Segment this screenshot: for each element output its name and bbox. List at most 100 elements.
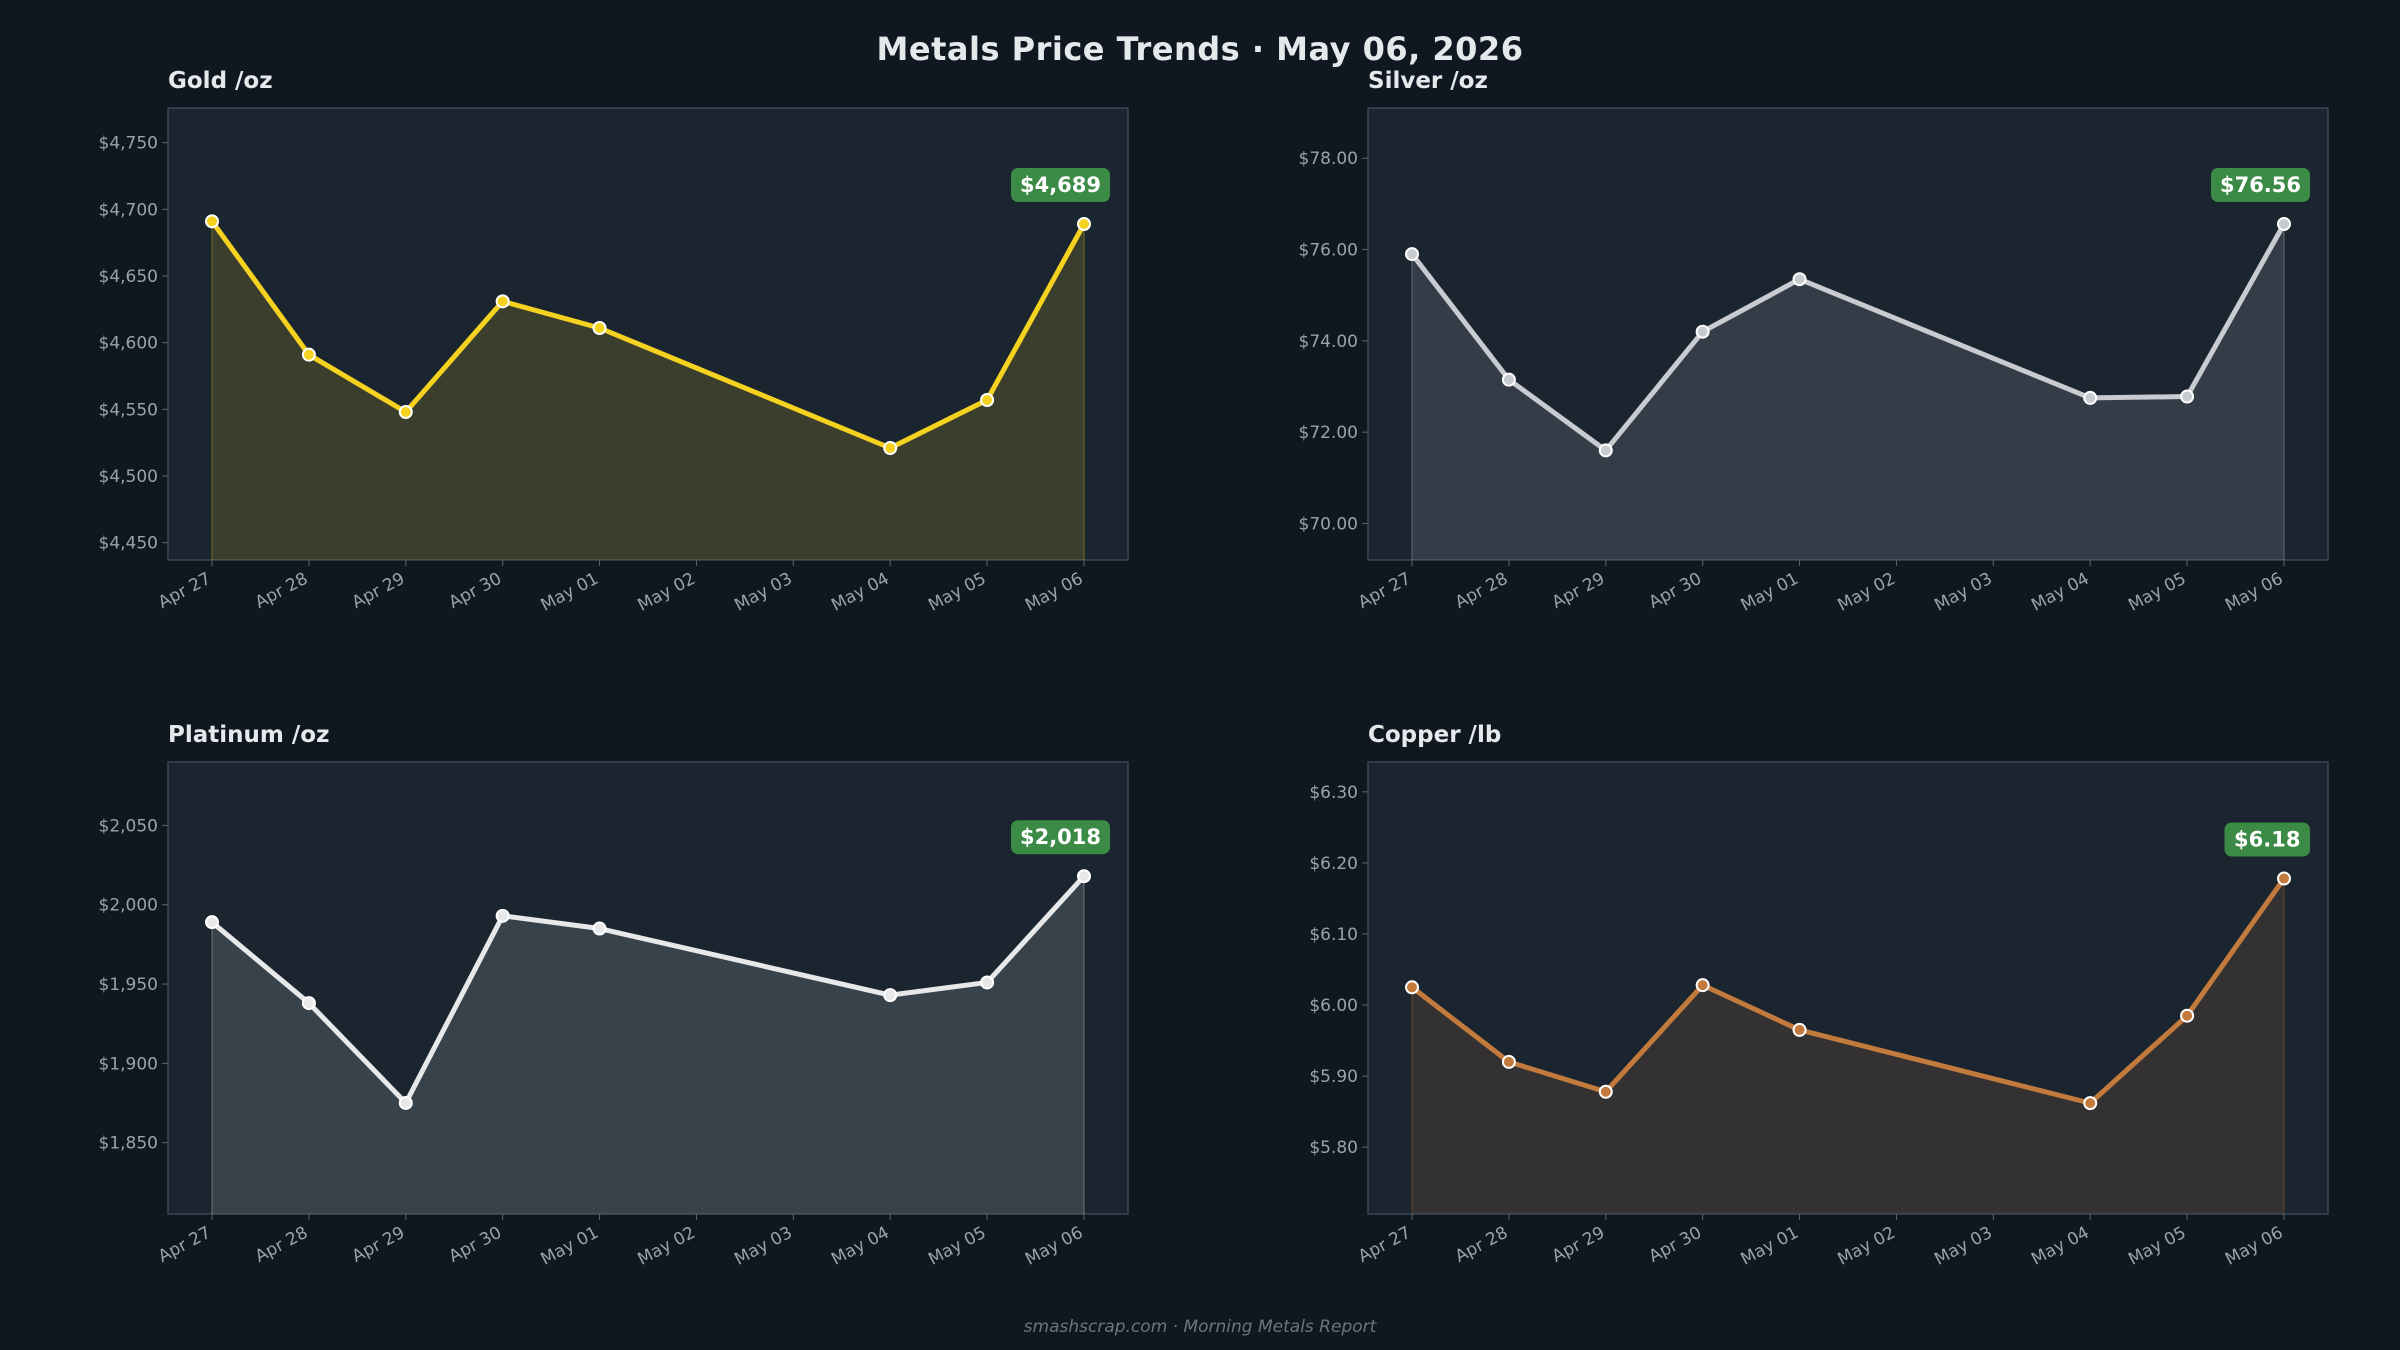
data-point: [2083, 390, 2098, 405]
y-tick-label: $6.00: [1309, 996, 1358, 1016]
x-tick-label: May 05: [2125, 1223, 2189, 1270]
latest-value-badge: $4,689: [1011, 168, 1110, 202]
chart-title: Copper /lb: [1368, 722, 1501, 748]
x-tick-label: Apr 29: [1549, 569, 1608, 613]
data-point: [1501, 1054, 1516, 1069]
latest-value-label: $76.56: [2220, 173, 2301, 197]
chart-panel-2: Platinum /oz $1,850 $1,900 $1,950 $2,000 $2,0…: [99, 722, 1129, 1270]
x-tick-label: May 04: [2028, 1223, 2092, 1270]
x-tick-label: May 02: [1834, 1223, 1898, 1270]
x-tick-label: Apr 28: [252, 1223, 311, 1267]
plot-area: [1367, 107, 2329, 561]
main-title: Metals Price Trends · May 06, 2026: [876, 30, 1524, 68]
x-tick-label: Apr 30: [1646, 1223, 1705, 1267]
y-tick-label: $74.00: [1299, 332, 1358, 352]
x-tick-label: Apr 27: [155, 569, 214, 613]
data-point: [1792, 272, 1807, 287]
data-point: [980, 975, 995, 990]
data-point: [980, 393, 995, 407]
plot-area: [167, 107, 1129, 561]
y-tick-label: $4,450: [99, 534, 158, 554]
series-line: [209, 873, 1087, 1106]
x-tick-label: Apr 29: [349, 569, 408, 613]
series-line: [1409, 221, 2287, 453]
data-point: [883, 988, 898, 1003]
x-tick-label: May 02: [634, 1223, 698, 1270]
latest-value-badge: $6.18: [2224, 822, 2310, 857]
x-tick-label: Apr 30: [446, 569, 505, 613]
badge-background: [1011, 168, 1110, 202]
data-point: [398, 1095, 413, 1110]
data-point: [398, 405, 413, 419]
x-tick-label: May 01: [538, 1223, 602, 1270]
x-tick-label: Apr 29: [1549, 1223, 1608, 1267]
y-tick-label: $5.90: [1309, 1067, 1358, 1087]
x-tick-label: May 06: [2222, 569, 2286, 616]
y-tick-label: $5.80: [1309, 1138, 1358, 1158]
x-tick-label: May 06: [1022, 569, 1086, 616]
chart-title: Platinum /oz: [168, 722, 329, 748]
data-point: [1077, 217, 1091, 231]
x-tick-label: Apr 28: [1452, 569, 1511, 613]
data-point: [1792, 1022, 1807, 1037]
latest-value-label: $2,018: [1020, 825, 1101, 849]
x-tick-label: May 04: [828, 569, 892, 616]
y-tick-label: $6.10: [1309, 925, 1358, 945]
chart-panel-3: Copper /lb $5.80 $5.90 $6.00 $6.10 $6.20 $6.30…: [1309, 722, 2329, 1270]
y-tick-label: $4,750: [99, 134, 158, 154]
x-tick-label: May 05: [925, 1223, 989, 1270]
badge-background: [2211, 167, 2310, 202]
y-tick-label: $2,050: [99, 816, 158, 836]
data-point: [1077, 869, 1091, 884]
y-tick-label: $4,700: [99, 200, 158, 220]
y-tick-label: $4,650: [99, 267, 158, 287]
y-tick-label: $6.20: [1309, 854, 1358, 874]
data-point: [1598, 443, 1613, 458]
data-point: [2180, 1008, 2195, 1023]
x-tick-label: Apr 29: [349, 1223, 408, 1267]
x-tick-label: May 05: [2125, 569, 2189, 616]
y-tick-label: $4,600: [99, 334, 158, 354]
series-area: [212, 221, 1084, 561]
data-point: [495, 294, 510, 309]
series-area: [1412, 878, 2284, 1214]
chart-panel-0: Gold /oz $4,450 $4,500 $4,550 $4,600 $4,650 $4…: [99, 68, 1129, 616]
x-tick-label: May 06: [1022, 1223, 1086, 1270]
data-point: [592, 921, 607, 936]
series-area: [1412, 223, 2284, 560]
latest-value-label: $6.18: [2234, 828, 2300, 852]
x-tick-label: May 04: [2028, 569, 2092, 616]
y-tick-label: $72.00: [1299, 423, 1358, 443]
latest-value-badge: $2,018: [1011, 820, 1110, 855]
y-tick-label: $70.00: [1299, 514, 1358, 534]
badge-background: [2224, 822, 2310, 857]
data-point: [205, 915, 219, 930]
badge-background: [1011, 820, 1110, 855]
data-point: [1695, 324, 1710, 339]
x-tick-label: Apr 27: [155, 1223, 214, 1267]
x-tick-label: May 02: [1834, 569, 1898, 616]
chart-title: Gold /oz: [168, 68, 273, 94]
data-point: [2277, 216, 2291, 231]
x-tick-label: May 05: [925, 569, 989, 616]
data-point: [2180, 389, 2195, 404]
y-tick-label: $2,000: [99, 896, 158, 916]
chart-panel-1: Silver /oz $70.00 $72.00 $74.00 $76.00 $78.00…: [1299, 68, 2329, 616]
x-tick-label: May 03: [731, 569, 795, 616]
plot-area: [167, 761, 1129, 1215]
x-tick-label: Apr 28: [1452, 1223, 1511, 1267]
x-tick-label: Apr 28: [252, 569, 311, 613]
series-line: [209, 218, 1087, 451]
y-tick-label: $78.00: [1299, 149, 1358, 169]
x-tick-label: Apr 30: [1646, 569, 1705, 613]
series-area: [212, 876, 1084, 1214]
data-point: [2277, 871, 2291, 886]
chart-title: Silver /oz: [1368, 68, 1488, 94]
x-tick-label: May 01: [1738, 1223, 1802, 1270]
latest-value-label: $4,689: [1020, 173, 1101, 197]
data-point: [1405, 980, 1419, 995]
data-point: [1501, 372, 1516, 387]
data-point: [301, 347, 316, 362]
y-tick-label: $1,900: [99, 1054, 158, 1074]
